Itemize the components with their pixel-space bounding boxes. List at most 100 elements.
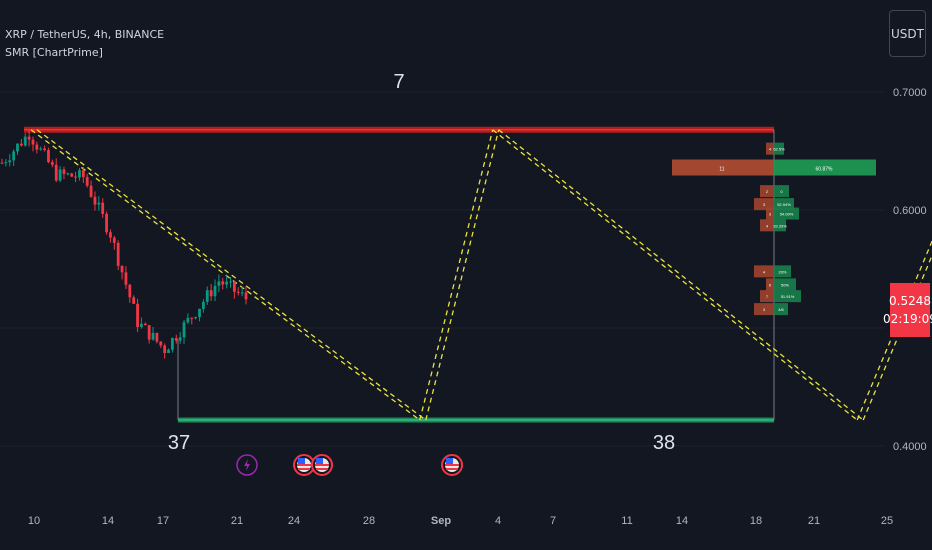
last-price-value: 0.5248 bbox=[889, 294, 931, 308]
time-tick-label: 18 bbox=[750, 515, 762, 527]
zigzag-segment bbox=[498, 129, 864, 421]
profile-sell-bar bbox=[760, 219, 774, 232]
candle-body bbox=[105, 213, 108, 233]
support-resistance-levels bbox=[24, 126, 775, 423]
candle-body bbox=[23, 136, 27, 146]
us-flag-canton bbox=[446, 458, 453, 464]
candle-body bbox=[132, 297, 136, 304]
candle-body bbox=[143, 323, 147, 326]
profile-buy-label: 0 bbox=[780, 189, 783, 194]
last-price-tag: 0.5248 02:19:09 bbox=[883, 283, 932, 337]
candle-body bbox=[27, 136, 31, 140]
candle-body bbox=[205, 290, 209, 302]
profile-buy-label: 52.94% bbox=[777, 202, 791, 207]
time-tick-label: Sep bbox=[431, 515, 451, 527]
time-tick-label: 10 bbox=[28, 515, 40, 527]
profile-sell-bar bbox=[754, 265, 774, 278]
candle-body bbox=[101, 202, 105, 214]
time-tick-label: 7 bbox=[550, 515, 556, 527]
candle-body bbox=[109, 232, 112, 238]
touch-count-label: 7 bbox=[393, 71, 404, 93]
profile-sell-bar bbox=[766, 207, 774, 220]
candle-body bbox=[198, 308, 201, 318]
currency-button[interactable]: USDT bbox=[889, 10, 926, 57]
candle-body bbox=[8, 160, 12, 163]
candle-body bbox=[221, 281, 225, 285]
candle-body bbox=[171, 338, 174, 350]
price-tick-label: 0.4000 bbox=[893, 441, 927, 453]
profile-buy-label: 20% bbox=[778, 269, 786, 274]
zigzag-segment bbox=[30, 129, 421, 421]
candle-body bbox=[128, 284, 132, 298]
profile-buy-bar bbox=[774, 142, 784, 155]
candle-body bbox=[155, 332, 159, 342]
touch-count-label: 37 bbox=[168, 432, 190, 454]
candlestick-series bbox=[0, 130, 248, 359]
us-flag-stripe bbox=[446, 468, 458, 470]
us-flag-stripe bbox=[297, 464, 311, 466]
zigzag-segment bbox=[492, 129, 858, 421]
candle-body bbox=[213, 285, 217, 297]
us-flag-canton bbox=[298, 458, 305, 464]
touch-count-labels: 7 37 38 bbox=[168, 71, 675, 454]
candle-body bbox=[217, 281, 221, 286]
profile-buy-bar bbox=[774, 265, 791, 278]
profile-main-buy bbox=[774, 159, 876, 176]
profile-buy-bar bbox=[774, 207, 799, 220]
symbol-title[interactable]: XRP / TetherUS, 4h, BINANCE bbox=[5, 28, 165, 41]
candle-body bbox=[229, 281, 232, 283]
lightning-icon-bolt bbox=[244, 459, 250, 471]
candle-body bbox=[85, 177, 89, 186]
candle-body bbox=[50, 162, 54, 165]
profile-buy-label: 4/6 bbox=[778, 307, 784, 312]
profile-main-right-label: 60.87% bbox=[816, 167, 834, 173]
candle-body bbox=[225, 281, 229, 285]
candle-body bbox=[140, 323, 143, 327]
candle-body bbox=[35, 144, 39, 150]
profile-sell-label: 4 bbox=[766, 223, 769, 228]
profile-main-left-label: 11 bbox=[719, 167, 724, 173]
profile-sell-label: 3 bbox=[763, 307, 766, 312]
chart-grid bbox=[0, 91, 885, 447]
profile-buy-bar bbox=[774, 219, 786, 232]
profile-sell-label: 3 bbox=[769, 212, 772, 217]
candle-body bbox=[97, 202, 101, 205]
candle-body bbox=[81, 170, 85, 178]
candle-body bbox=[244, 292, 248, 300]
profile-sell-label: 7 bbox=[766, 294, 769, 299]
candle-body bbox=[39, 148, 43, 150]
candle-body bbox=[201, 301, 205, 309]
touch-count-label: 38 bbox=[653, 432, 675, 454]
profile-buy-bar bbox=[774, 290, 801, 303]
time-tick-label: 21 bbox=[808, 515, 820, 527]
indicator-title[interactable]: SMR [ChartPrime] bbox=[5, 46, 103, 59]
zigzag-segment bbox=[425, 129, 500, 421]
profile-sell-bar bbox=[760, 290, 774, 303]
us-flag-stripe bbox=[298, 468, 310, 470]
events-row bbox=[236, 454, 463, 476]
candle-body bbox=[120, 265, 124, 273]
profile-buy-bar bbox=[774, 278, 796, 291]
us-flag-stripe bbox=[316, 468, 328, 470]
zigzag-segment bbox=[419, 129, 494, 421]
profile-sell-label: 4 bbox=[763, 269, 766, 274]
profile-sell-bar bbox=[754, 198, 774, 211]
time-tick-label: 11 bbox=[621, 515, 632, 527]
candle-body bbox=[240, 292, 244, 294]
candle-body bbox=[182, 322, 186, 338]
candle-body bbox=[62, 169, 66, 174]
candle-body bbox=[16, 143, 19, 152]
candle-body bbox=[58, 169, 62, 181]
candle-body bbox=[151, 332, 155, 340]
candle-body bbox=[159, 341, 163, 346]
candle-body bbox=[147, 325, 151, 340]
candle-body bbox=[124, 272, 128, 285]
candle-body bbox=[0, 162, 4, 164]
candle-body bbox=[163, 345, 167, 354]
candle-body bbox=[236, 291, 240, 293]
profile-buy-label: 62.5% bbox=[773, 147, 785, 152]
bar-countdown: 02:19:09 bbox=[883, 312, 932, 326]
profile-buy-bar bbox=[774, 185, 789, 198]
